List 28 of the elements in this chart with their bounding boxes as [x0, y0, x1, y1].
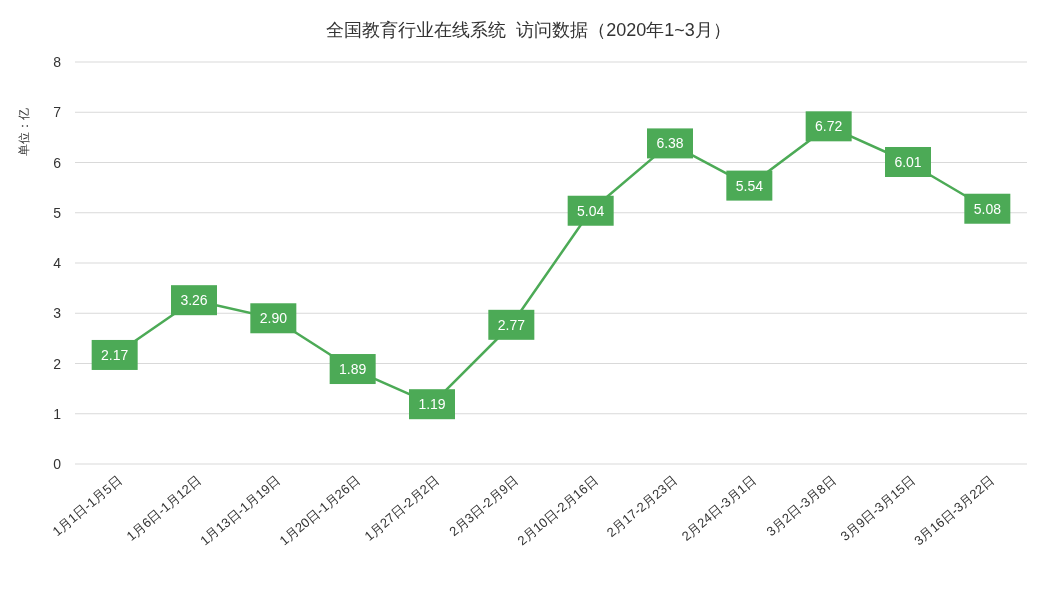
x-tick-label: 1月27日-2月2日	[361, 472, 442, 544]
y-tick-label: 8	[53, 54, 62, 70]
data-label: 2.17	[101, 346, 129, 363]
data-label: 1.89	[339, 361, 367, 378]
x-tick-label: 2月24日-3月1日	[678, 472, 760, 544]
y-tick-label: 4	[53, 255, 62, 271]
chart-title: 全国教育行业在线系统 访问数据（2020年1~3月）	[326, 20, 731, 40]
data-label: 6.01	[894, 154, 922, 170]
y-tick-label: 7	[53, 104, 62, 121]
data-label: 6.38	[656, 135, 684, 152]
y-axis-title: 单位：亿	[17, 108, 31, 156]
y-tick-label: 3	[53, 305, 62, 322]
y-tick-label: 2	[53, 355, 62, 372]
data-label: 5.08	[973, 200, 1002, 217]
x-tick-label: 2月17-2月23日	[603, 472, 680, 541]
data-label: 1.19	[418, 396, 446, 413]
data-label: 5.54	[735, 177, 764, 194]
y-tick-label: 6	[53, 154, 62, 171]
data-label: 3.26	[180, 292, 208, 309]
y-tick-label: 0	[53, 456, 62, 472]
y-tick-label: 5	[53, 204, 62, 221]
data-label: 2.90	[259, 310, 288, 327]
data-label: 5.04	[577, 202, 605, 219]
data-label: 2.77	[497, 316, 526, 333]
y-tick-label: 1	[53, 405, 62, 422]
x-tick-label: 1月1日-1月5日	[49, 472, 125, 540]
x-tick-label: 3月2日-3月8日	[763, 472, 839, 540]
data-label: 6.72	[815, 118, 843, 135]
